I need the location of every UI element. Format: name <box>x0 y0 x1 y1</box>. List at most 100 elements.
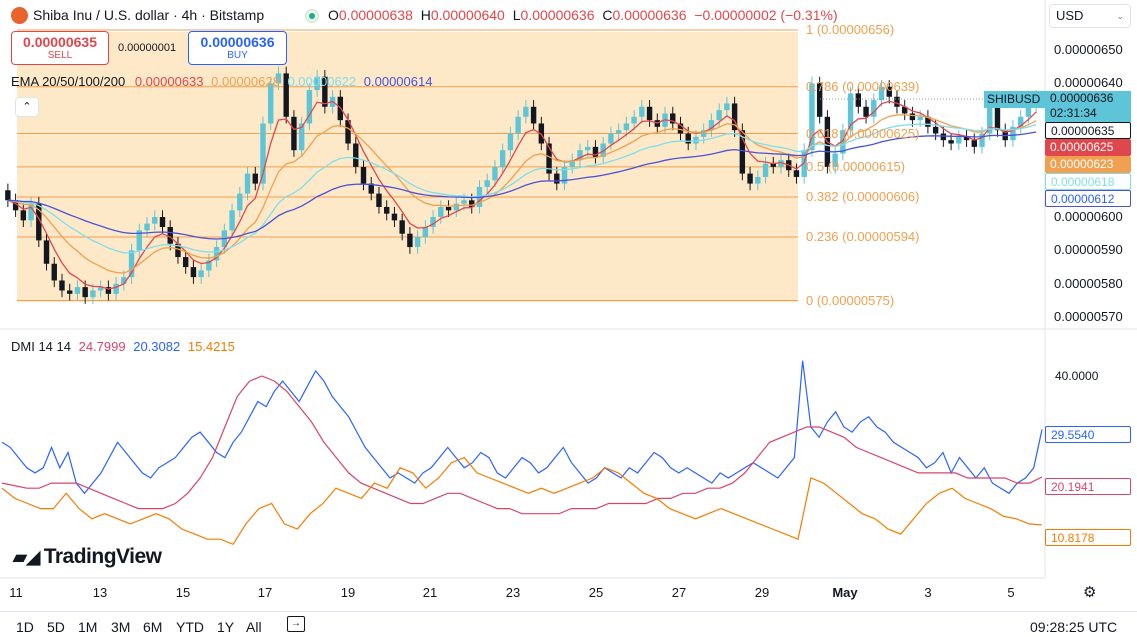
price-axis-label: 0.00000580 <box>1054 275 1123 291</box>
ema20-line <box>7 100 1037 290</box>
candle <box>198 263 204 284</box>
time-axis-label: 11 <box>9 585 23 600</box>
time-axis-label: 13 <box>92 585 108 600</box>
sell-button[interactable]: 0.00000635 SELL <box>11 31 109 65</box>
price-axis-label: 0.00000600 <box>1054 209 1123 224</box>
time-axis-label: 29 <box>754 585 770 600</box>
candle <box>484 173 490 194</box>
brand-name: TradingView <box>43 545 162 568</box>
candle <box>708 113 715 137</box>
fib-level-label: 0.618 (0.00000625) <box>806 125 920 141</box>
candle <box>314 70 320 97</box>
date-range-calendar-icon[interactable]: → <box>287 616 305 632</box>
timeframe-button-6m[interactable]: 6M <box>143 619 163 635</box>
candle <box>762 156 769 184</box>
candle <box>793 163 800 184</box>
close-label: C <box>602 7 613 23</box>
ohlc-readout: O0.00000638 H0.00000640 L0.00000636 C0.0… <box>328 7 838 23</box>
price-axis-label: 0.00000650 <box>1054 42 1123 57</box>
fib-level-label: 0.236 (0.00000594) <box>806 229 920 245</box>
candle <box>731 96 738 137</box>
timeframe-button-1y[interactable]: 1Y <box>217 619 235 635</box>
adx-line <box>1 375 1043 515</box>
candle <box>182 250 189 274</box>
price-axis-label: 0.00000640 <box>1054 75 1123 91</box>
candle <box>438 200 444 224</box>
utc-clock[interactable]: 09:28:25 UTC <box>1030 619 1118 635</box>
sell-label: SELL <box>47 50 73 61</box>
candle <box>74 280 81 301</box>
candle <box>422 220 429 244</box>
collapse-legend-button[interactable]: ⌃ <box>15 97 39 117</box>
time-axis-label: 25 <box>588 585 604 600</box>
ema50-line <box>7 114 1037 274</box>
candle <box>229 203 235 238</box>
high-label: H <box>420 7 431 23</box>
candle <box>260 116 266 191</box>
currency-select[interactable]: USD ⌄ <box>1049 4 1131 28</box>
time-axis-label: May <box>832 585 858 600</box>
timeframe-button-5d[interactable]: 5D <box>47 619 65 635</box>
dmi-lines <box>1 360 1043 546</box>
candle <box>51 257 57 288</box>
candle <box>561 160 568 191</box>
candle <box>739 123 746 181</box>
candle <box>268 76 274 131</box>
candle <box>901 100 908 121</box>
bar-countdown: 02:31:34 <box>1050 106 1097 120</box>
candle <box>291 110 297 157</box>
candle <box>113 277 119 301</box>
ema100-line <box>7 123 1037 254</box>
candle <box>523 100 529 124</box>
candle <box>237 186 243 217</box>
candle <box>453 196 459 217</box>
timeframe-button-ytd[interactable]: YTD <box>176 619 204 635</box>
candle <box>724 96 730 117</box>
candle <box>847 86 854 137</box>
buy-button[interactable]: 0.00000636 BUY <box>188 31 287 65</box>
timeframe-button-1m[interactable]: 1M <box>78 619 98 635</box>
candle <box>615 123 622 141</box>
candle <box>97 280 104 298</box>
symbol-title[interactable]: Shiba Inu / U.S. dollar · 4h · Bitstamp <box>33 7 265 23</box>
open-value: 0.00000638 <box>338 7 413 23</box>
timeframe-button-3m[interactable]: 3M <box>111 619 131 635</box>
last-price: 0.00000636 <box>1050 91 1114 105</box>
candle <box>530 100 537 131</box>
candle <box>577 143 583 167</box>
candle <box>855 86 862 114</box>
change-value: −0.00000002 (−0.31%) <box>694 7 838 23</box>
candle <box>507 126 514 157</box>
candle <box>275 66 282 91</box>
fib-level-label: 0.786 (0.00000639) <box>806 78 920 94</box>
candle <box>592 140 599 164</box>
timeframe-button-all[interactable]: All <box>246 619 262 635</box>
candle <box>925 110 931 134</box>
candle <box>59 273 65 298</box>
candle <box>407 227 413 254</box>
spread-value: 0.00000001 <box>118 42 177 54</box>
fib-level-label: 0.382 (0.00000606) <box>806 188 920 204</box>
candle <box>213 240 220 268</box>
fib-level-label: 1 (0.00000656) <box>806 21 895 37</box>
candle <box>886 80 892 104</box>
candle <box>67 283 73 301</box>
candle <box>90 283 96 304</box>
ema100-value: 0.00000622 <box>287 74 357 89</box>
candle <box>871 93 877 124</box>
ema50-price-tag: 0.00000623 <box>1045 156 1131 173</box>
market-status-icon[interactable] <box>305 9 319 23</box>
plus-di-value: 20.3082 <box>133 339 181 354</box>
close-value: 0.00000636 <box>612 7 687 23</box>
timeframe-button-1d[interactable]: 1D <box>16 619 34 635</box>
candle <box>12 193 19 217</box>
dmi-legend[interactable]: DMI 14 14 24.7999 20.3082 15.4215 <box>11 339 235 354</box>
time-axis-label: 23 <box>505 585 521 600</box>
ema-legend[interactable]: EMA 20/50/100/200 0.00000633 0.00000628 … <box>11 74 432 89</box>
candle <box>608 126 614 151</box>
chart-settings-gear-icon[interactable]: ⚙ <box>1083 584 1097 601</box>
candle <box>360 160 367 191</box>
candle <box>383 200 390 221</box>
candle <box>105 280 112 301</box>
